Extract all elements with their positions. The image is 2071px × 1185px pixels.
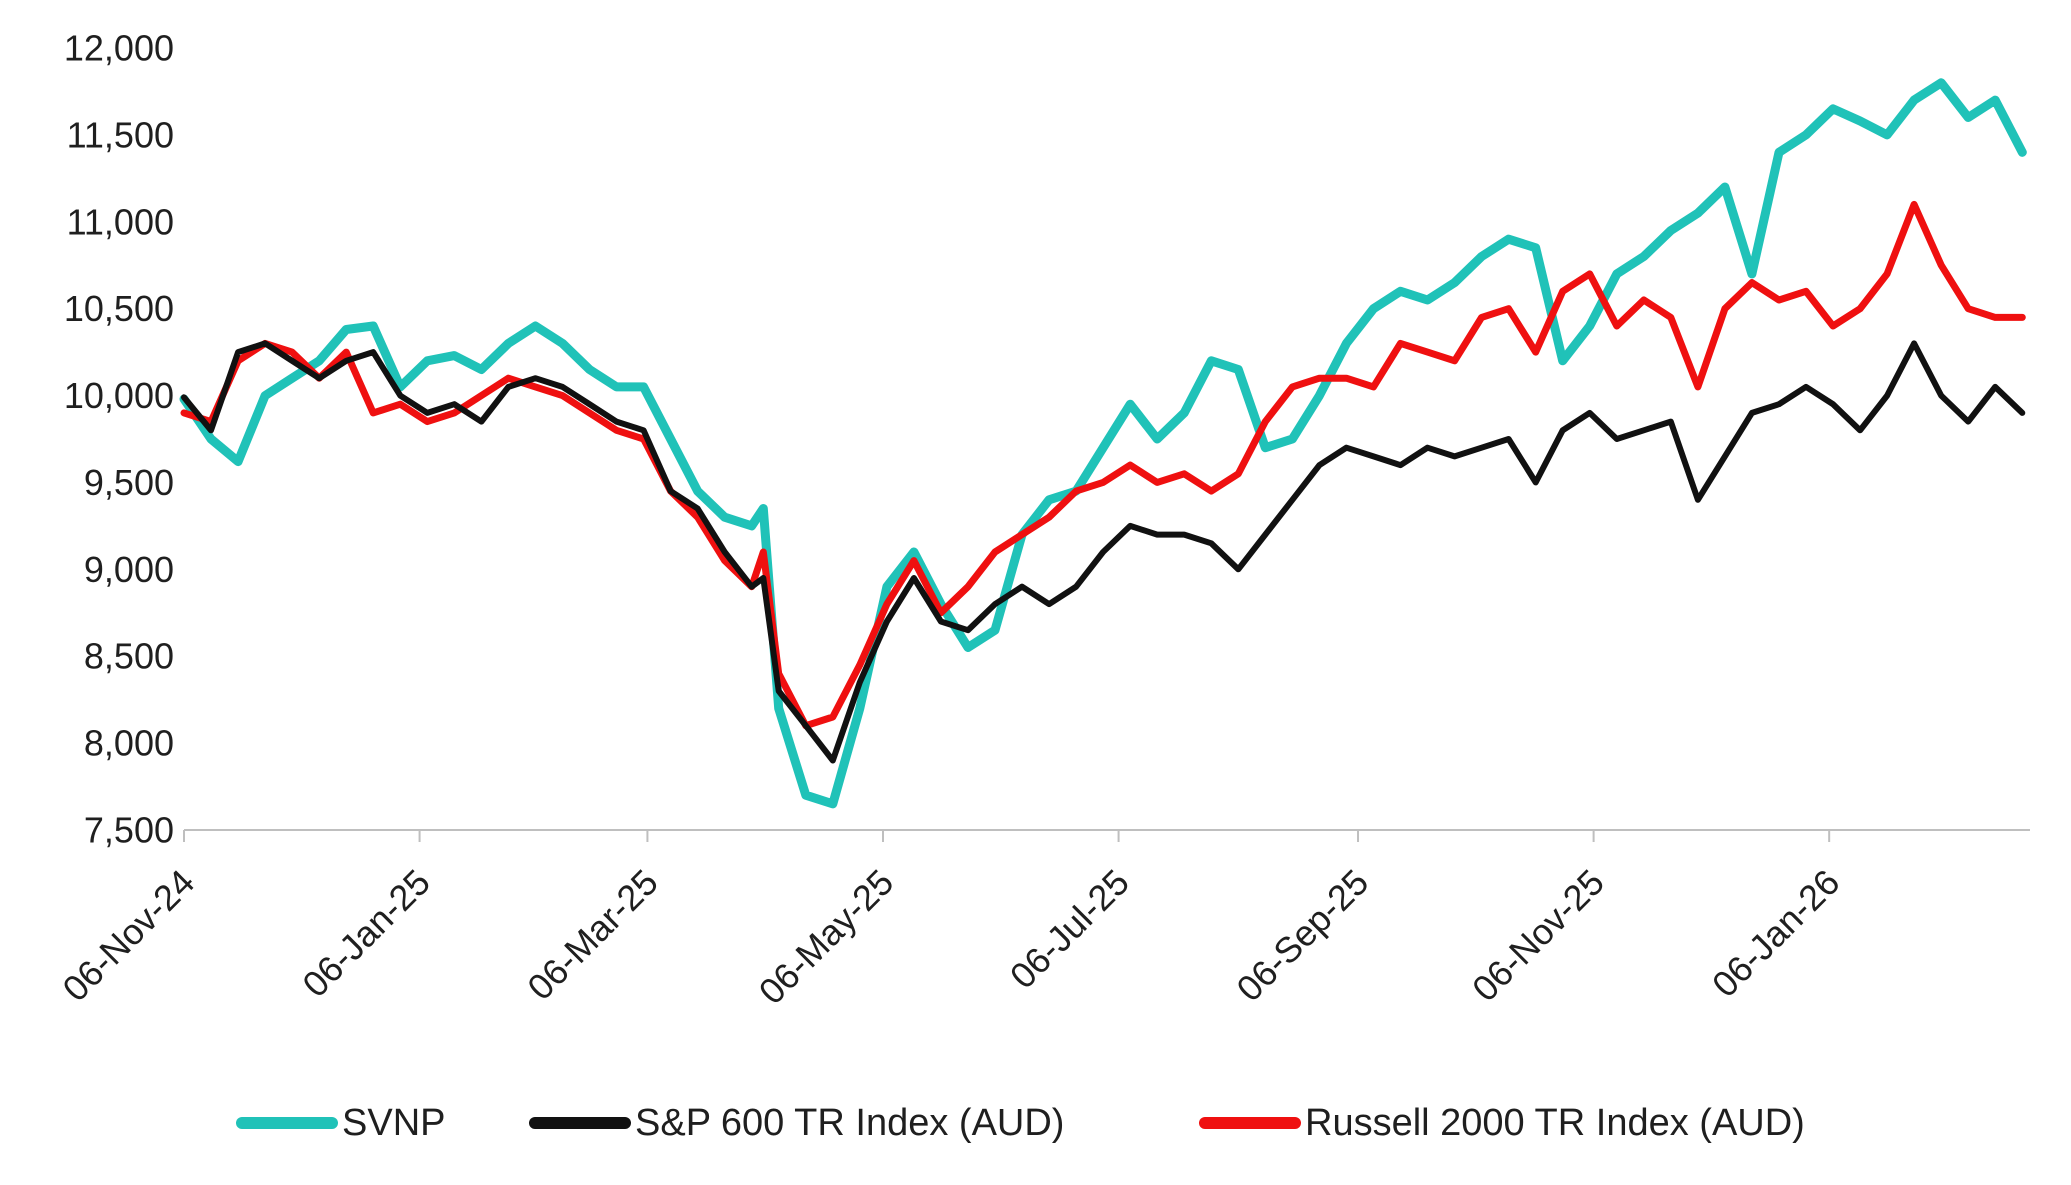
legend-label: Russell 2000 TR Index (AUD) [1305,1102,1805,1144]
series-line-russell-2000-tr-index-aud [180,200,2026,730]
y-tick-label: 12,000 [64,28,174,69]
legend: SVNP S&P 600 TR Index (AUD) Russell 2000 T… [236,1102,1805,1144]
x-tick-label: 06-Jan-25 [294,861,438,1005]
legend-label: S&P 600 TR Index (AUD) [635,1102,1064,1144]
x-tick-label: 06-Mar-25 [519,861,665,1007]
y-tick-label: 10,000 [64,375,174,416]
y-tick-label: 8,500 [84,636,174,677]
series-layer [179,78,2027,809]
y-tick-label: 8,000 [84,723,174,764]
y-tick-label: 11,500 [67,114,174,155]
x-tick-label: 06-May-25 [751,861,902,1012]
y-tick-label: 7,500 [84,810,174,851]
x-tick-label: 06-Jul-25 [1002,861,1137,996]
x-tick-label: 06-Jan-26 [1704,861,1848,1005]
legend-label: SVNP [342,1102,445,1144]
x-tick-label: 06-Nov-24 [54,861,202,1009]
x-tick-label: 06-Nov-25 [1464,861,1612,1009]
y-tick-label: 11,000 [67,201,174,242]
y-tick-label: 9,000 [84,549,174,590]
y-tick-label: 10,500 [64,288,174,329]
x-tick-label: 06-Sep-25 [1228,861,1376,1009]
series-line-svnp [179,78,2027,809]
series-line-s-p-600-tr-index-aud [181,340,2026,764]
y-tick-label: 9,500 [84,462,174,503]
